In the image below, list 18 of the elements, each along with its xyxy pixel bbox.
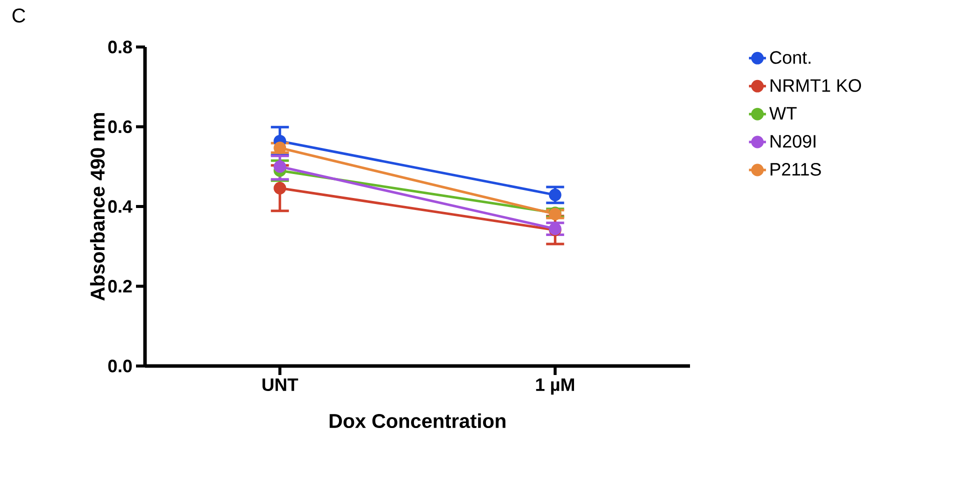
point [274,160,286,173]
y-tick-label: 0.6 [108,120,132,134]
point [274,142,286,154]
legend-label: NRMT1 KO [770,79,861,92]
y-axis-title: Absorbance 490 nm [90,113,105,301]
y-tick-label: 0.8 [108,40,132,54]
y-tick-label: 0.2 [108,280,132,293]
legend-label: P211S [770,162,821,176]
legend-label: N209I [770,134,816,148]
legend-label: Cont. [770,51,810,64]
x-tick-label: UNT [262,378,298,392]
y-tick-label: 0.4 [108,200,132,213]
x-axis-title: Dox Concentration [330,413,506,428]
y-tick-label: 0.0 [108,360,132,372]
text: C [12,8,26,23]
point [274,182,286,194]
x-tick-label: 1 µM [536,378,574,395]
legend-label: WT [769,107,797,120]
